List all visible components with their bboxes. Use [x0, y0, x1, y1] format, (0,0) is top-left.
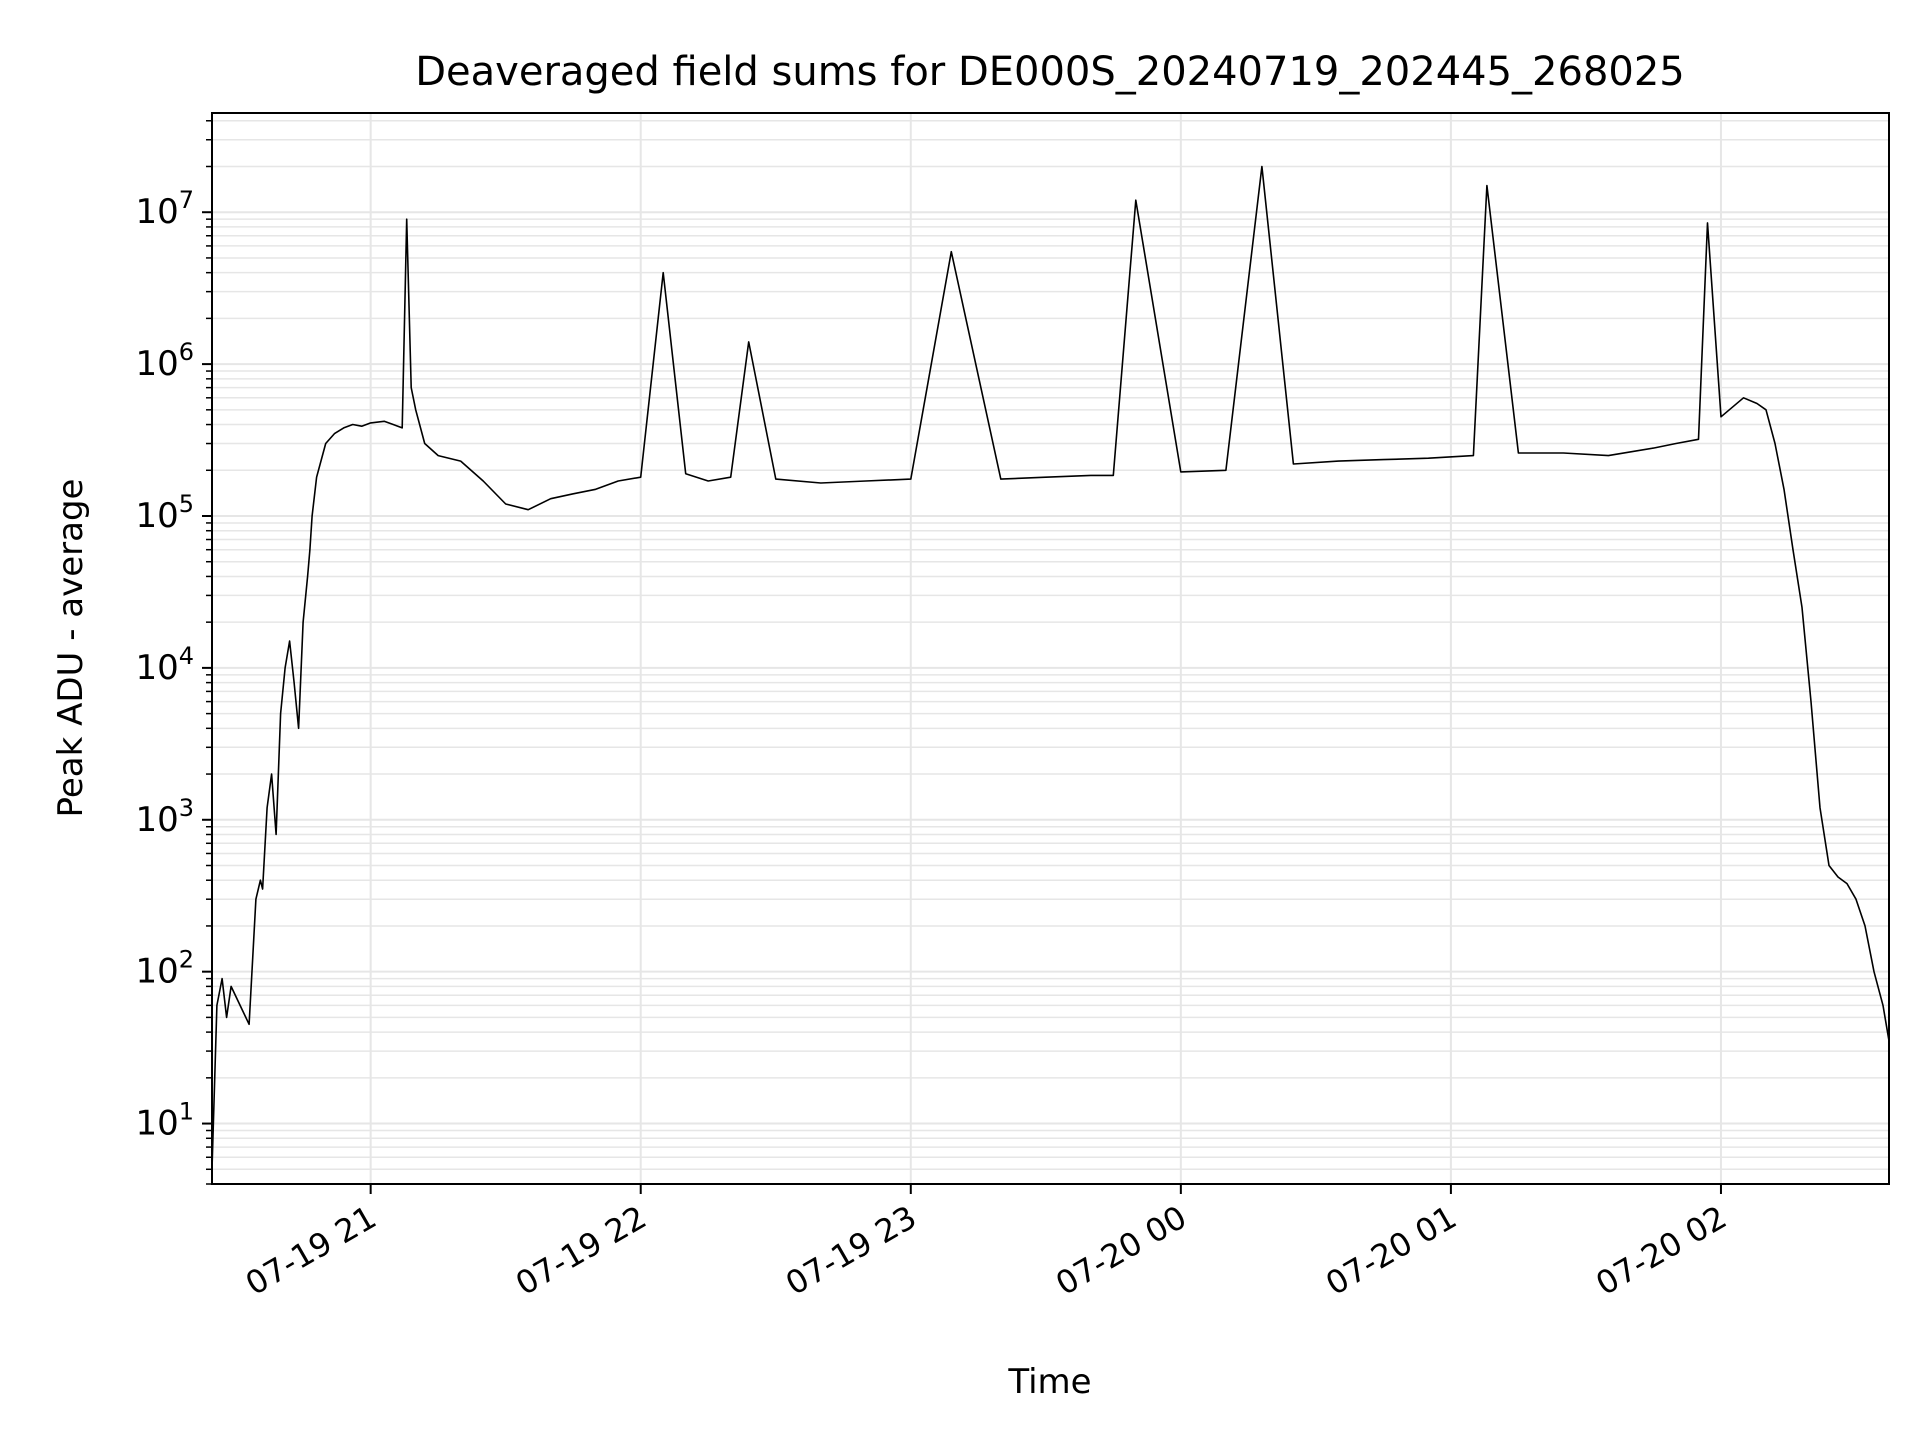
- series-line: [211, 165, 1890, 1170]
- y-tick-label: 103: [135, 794, 194, 840]
- y-tick-label: 104: [135, 642, 194, 688]
- y-axis-label: Peak ADU - average: [51, 479, 91, 818]
- x-axis-label: Time: [1007, 1362, 1091, 1402]
- y-tick-label: 101: [135, 1098, 194, 1144]
- y-tick-label: 102: [135, 946, 194, 992]
- y-tick-label: 106: [135, 338, 194, 384]
- y-tick-label: 105: [135, 490, 194, 536]
- y-tick-label: 107: [135, 186, 194, 232]
- y-axis: 101 102 103 104 105 106 107: [135, 120, 212, 1185]
- data-series: [211, 165, 1890, 1170]
- chart-title: Deaveraged field sums for DE000S_2024071…: [415, 49, 1685, 95]
- plot-frame: [211, 112, 1890, 1185]
- grid: [212, 113, 1889, 1185]
